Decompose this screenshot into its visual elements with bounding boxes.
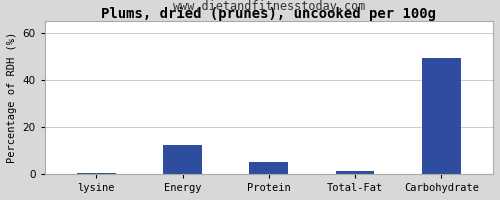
Bar [250,162,288,174]
Bar [336,171,374,174]
Bar [422,58,461,174]
Text: www.dietandfitnesstoday.com: www.dietandfitnesstoday.com [172,0,365,13]
Bar [163,145,202,174]
Bar [77,173,116,174]
Title: Plums, dried (prunes), uncooked per 100g: Plums, dried (prunes), uncooked per 100g [102,7,436,21]
Y-axis label: Percentage of RDH (%): Percentage of RDH (%) [7,32,17,163]
